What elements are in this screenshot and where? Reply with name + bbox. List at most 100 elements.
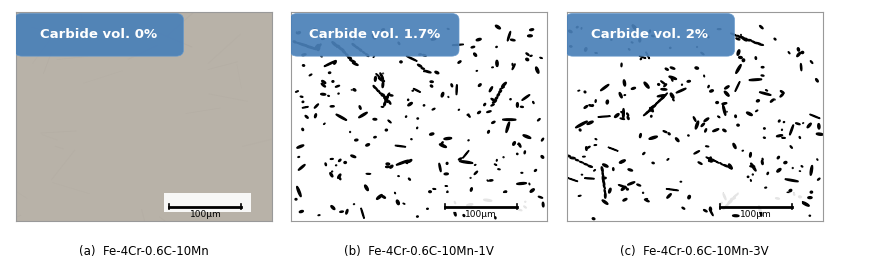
Ellipse shape [710,159,715,161]
Ellipse shape [650,108,653,112]
Ellipse shape [302,101,304,102]
Ellipse shape [633,25,637,30]
Ellipse shape [755,57,757,59]
Ellipse shape [629,34,633,36]
Ellipse shape [463,215,465,216]
Ellipse shape [458,61,461,63]
Ellipse shape [388,93,389,96]
Ellipse shape [302,54,306,56]
Ellipse shape [513,142,515,145]
Ellipse shape [321,93,326,95]
Ellipse shape [762,158,763,160]
Ellipse shape [494,164,496,165]
Ellipse shape [718,116,720,118]
Ellipse shape [495,97,498,100]
Ellipse shape [777,156,779,159]
Ellipse shape [779,120,780,122]
Ellipse shape [335,85,340,87]
Ellipse shape [731,198,735,200]
Ellipse shape [579,195,581,196]
Ellipse shape [810,166,813,175]
Ellipse shape [432,108,434,110]
Ellipse shape [484,104,486,106]
Ellipse shape [336,114,347,120]
Ellipse shape [454,211,456,216]
Ellipse shape [408,102,412,106]
Ellipse shape [746,112,753,116]
Ellipse shape [462,150,469,158]
Ellipse shape [535,67,539,73]
Ellipse shape [594,170,595,171]
Ellipse shape [373,118,377,120]
Ellipse shape [498,169,500,170]
Ellipse shape [704,118,709,121]
FancyBboxPatch shape [566,14,734,56]
Ellipse shape [534,169,536,171]
Ellipse shape [736,65,741,73]
Ellipse shape [776,198,779,199]
Ellipse shape [649,30,651,33]
Ellipse shape [489,87,493,92]
Ellipse shape [652,108,653,110]
Ellipse shape [761,67,764,68]
Ellipse shape [381,29,384,30]
Ellipse shape [676,88,686,93]
Ellipse shape [339,177,341,180]
Ellipse shape [294,41,296,43]
Ellipse shape [578,90,580,91]
Ellipse shape [526,53,529,55]
Ellipse shape [501,82,507,87]
Ellipse shape [355,139,358,141]
Ellipse shape [458,109,460,110]
Ellipse shape [652,35,654,37]
Ellipse shape [607,100,608,104]
Ellipse shape [619,185,627,188]
Ellipse shape [667,194,671,198]
Ellipse shape [530,29,534,31]
Ellipse shape [479,84,481,86]
Ellipse shape [323,123,325,124]
Ellipse shape [789,189,792,192]
Ellipse shape [739,57,742,59]
Ellipse shape [375,87,379,92]
Ellipse shape [373,86,375,88]
Ellipse shape [366,173,370,174]
Ellipse shape [366,144,369,146]
Ellipse shape [790,146,793,148]
Ellipse shape [780,91,784,93]
Ellipse shape [416,216,418,217]
Ellipse shape [709,209,713,216]
Ellipse shape [408,160,412,162]
Ellipse shape [580,129,581,131]
Ellipse shape [492,121,495,123]
Ellipse shape [314,29,316,30]
Ellipse shape [588,165,593,167]
Ellipse shape [709,207,712,211]
Ellipse shape [667,189,679,191]
Ellipse shape [627,116,629,120]
Ellipse shape [801,51,804,54]
Ellipse shape [651,115,652,117]
Ellipse shape [487,111,491,113]
Ellipse shape [666,68,668,70]
Ellipse shape [493,100,496,103]
Ellipse shape [656,100,660,104]
Ellipse shape [338,174,341,178]
Ellipse shape [398,42,400,44]
Ellipse shape [728,164,733,169]
Ellipse shape [512,64,515,70]
Ellipse shape [756,100,760,102]
Ellipse shape [348,57,351,59]
Text: 100μm: 100μm [740,210,773,219]
Ellipse shape [332,171,333,172]
Ellipse shape [735,115,736,118]
Ellipse shape [447,191,448,193]
Ellipse shape [670,47,671,48]
Ellipse shape [502,119,516,120]
Ellipse shape [296,187,302,197]
Ellipse shape [646,200,649,202]
Ellipse shape [372,34,375,39]
Ellipse shape [796,123,800,125]
Ellipse shape [742,59,745,62]
Ellipse shape [771,99,774,102]
